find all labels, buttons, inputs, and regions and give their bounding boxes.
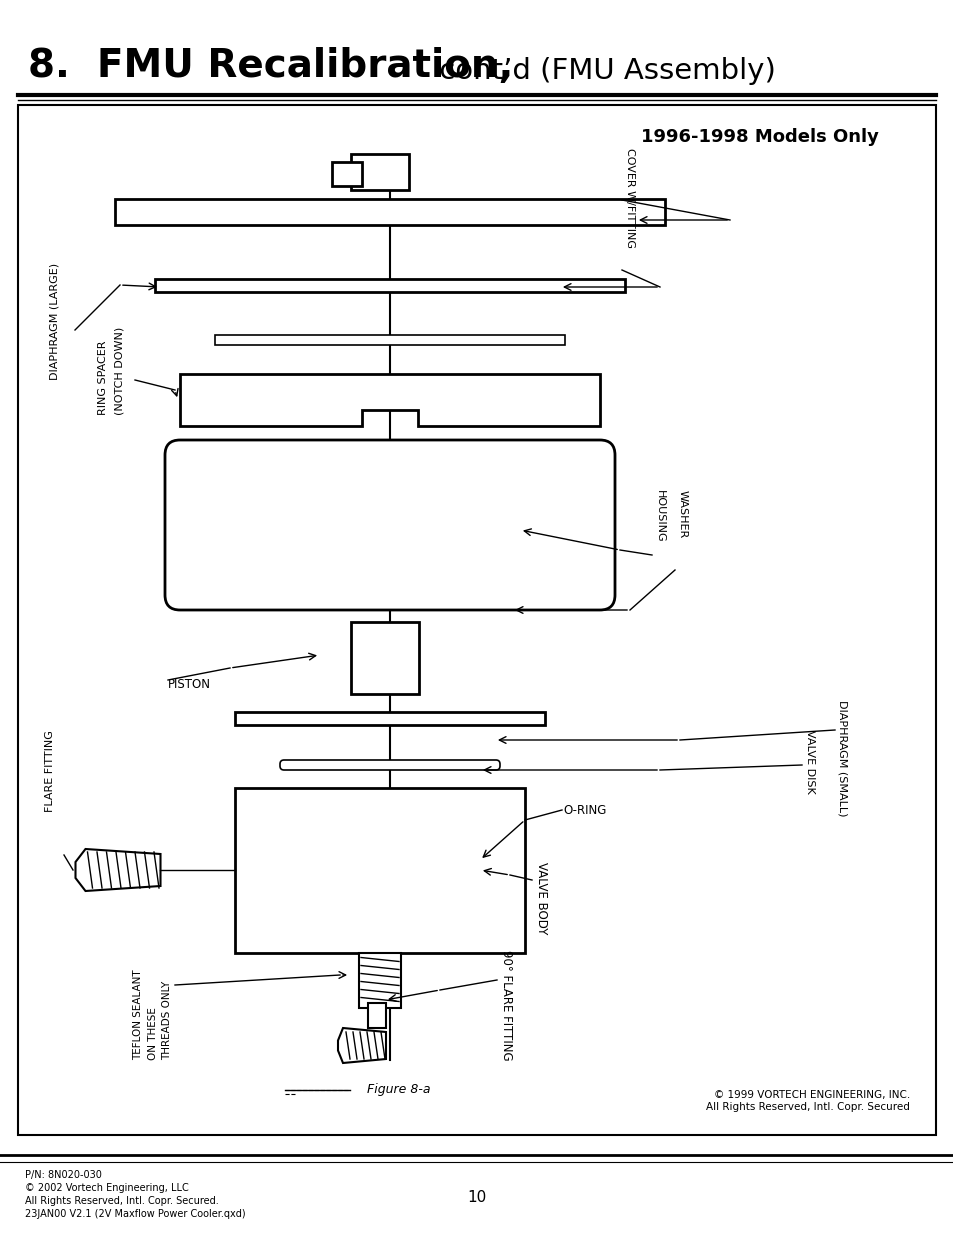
Text: cont’d (FMU Assembly): cont’d (FMU Assembly) <box>430 57 775 85</box>
Polygon shape <box>75 848 160 890</box>
Text: 1996-1998 Models Only: 1996-1998 Models Only <box>640 128 878 146</box>
Text: P/N: 8N020-030: P/N: 8N020-030 <box>25 1170 102 1179</box>
Text: VALVE BODY: VALVE BODY <box>535 862 547 935</box>
Bar <box>368 1003 386 1028</box>
Bar <box>351 154 409 190</box>
Bar <box>351 622 418 694</box>
Text: Figure 8-a: Figure 8-a <box>367 1083 430 1097</box>
Polygon shape <box>337 1028 386 1063</box>
Bar <box>18 105 935 1135</box>
Text: (NOTCH DOWN): (NOTCH DOWN) <box>115 327 125 415</box>
Text: 90° FLARE FITTING: 90° FLARE FITTING <box>499 950 513 1061</box>
Text: © 1999 VORTECH ENGINEERING, INC.
All Rights Reserved, Intl. Copr. Secured: © 1999 VORTECH ENGINEERING, INC. All Rig… <box>705 1091 909 1112</box>
FancyBboxPatch shape <box>280 760 499 769</box>
Text: © 2002 Vortech Engineering, LLC: © 2002 Vortech Engineering, LLC <box>25 1183 189 1193</box>
Polygon shape <box>180 374 599 426</box>
Text: FLARE FITTING: FLARE FITTING <box>45 730 55 811</box>
Bar <box>154 279 624 291</box>
Text: PISTON: PISTON <box>168 678 211 692</box>
Bar <box>358 952 400 1008</box>
Bar <box>234 788 524 952</box>
Text: COVER W/FITTING: COVER W/FITTING <box>624 148 635 248</box>
Text: ON THESE: ON THESE <box>148 1007 158 1060</box>
Text: DIAPHRAGM (LARGE): DIAPHRAGM (LARGE) <box>50 263 60 380</box>
Text: WASHER: WASHER <box>678 490 687 538</box>
Bar <box>332 162 361 186</box>
Text: VALVE DISK: VALVE DISK <box>804 730 814 794</box>
Text: RING SPACER: RING SPACER <box>98 341 108 415</box>
Bar <box>214 335 564 345</box>
Text: TEFLON SEALANT: TEFLON SEALANT <box>132 969 143 1060</box>
Text: HOUSING: HOUSING <box>655 490 664 542</box>
FancyBboxPatch shape <box>165 440 615 610</box>
Text: THREADS ONLY: THREADS ONLY <box>162 981 172 1060</box>
Text: DIAPHRAGM (SMALL): DIAPHRAGM (SMALL) <box>837 700 847 816</box>
Text: 10: 10 <box>467 1191 486 1205</box>
Text: O-RING: O-RING <box>562 804 606 816</box>
Bar <box>234 711 544 725</box>
Text: All Rights Reserved, Intl. Copr. Secured.: All Rights Reserved, Intl. Copr. Secured… <box>25 1195 218 1207</box>
Text: 23JAN00 V2.1 (2V Maxflow Power Cooler.qxd): 23JAN00 V2.1 (2V Maxflow Power Cooler.qx… <box>25 1209 245 1219</box>
Text: 8.  FMU Recalibration,: 8. FMU Recalibration, <box>28 47 513 85</box>
Bar <box>115 199 664 225</box>
